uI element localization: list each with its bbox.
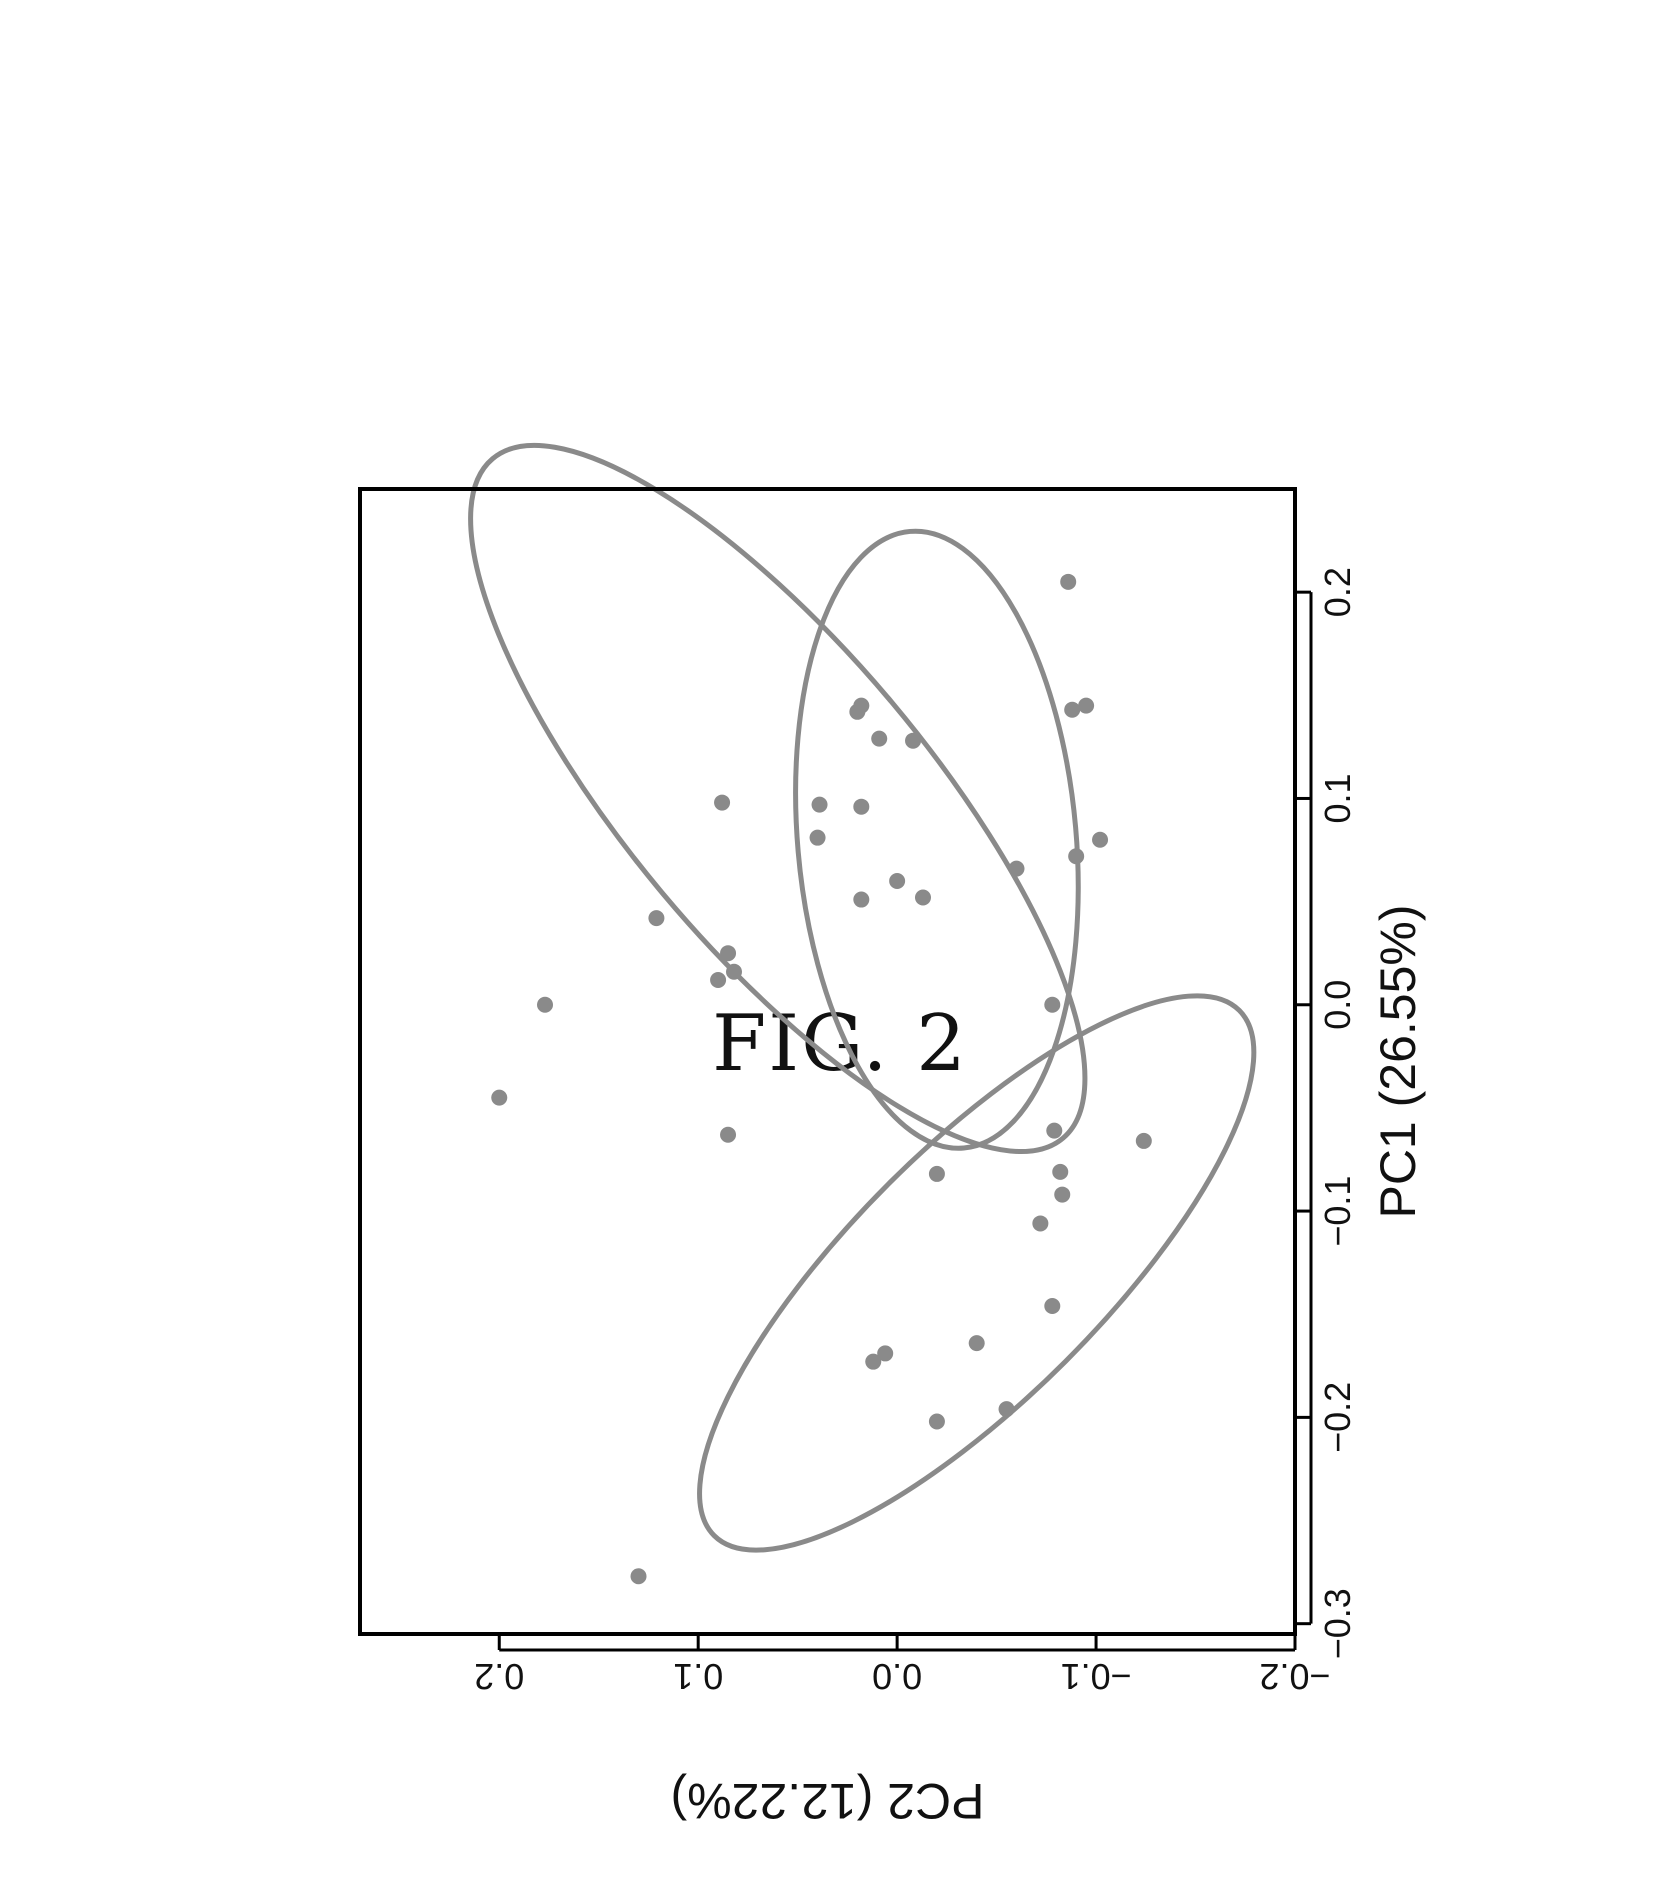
data-point-s1-2	[648, 910, 665, 927]
data-point-s0-10	[928, 1165, 945, 1182]
y-tick-label-1: −0.1	[1061, 1656, 1132, 1697]
data-point-s0-3	[865, 1353, 882, 1370]
data-point-s1-9	[1064, 701, 1081, 718]
data-point-s2-2	[809, 829, 826, 846]
data-point-s0-12	[1046, 1122, 1063, 1139]
y-tick-label-4: 0.2	[474, 1656, 524, 1697]
y-axis: −0.2 −0.1 0.0 0.1 0.2	[474, 1634, 1331, 1697]
data-point-s1-5	[720, 945, 737, 962]
x-tick-label-2: −0.1	[1317, 1176, 1358, 1247]
data-point-s0-5	[968, 1335, 985, 1352]
data-point-s1-8	[1078, 697, 1095, 714]
y-tick-label-2: 0.0	[872, 1656, 922, 1697]
x-tick-label-5: 0.2	[1317, 567, 1358, 617]
data-point-s1-4	[720, 1126, 737, 1143]
confidence-ellipse-2	[793, 528, 1081, 1151]
point-layer	[491, 573, 1152, 1585]
data-point-s2-3	[853, 798, 870, 815]
ellipse-layer	[468, 442, 1257, 1553]
figure-title: FIG. 2	[712, 999, 968, 1089]
x-tick-label-3: 0.0	[1317, 980, 1358, 1030]
data-point-s1-6	[726, 963, 742, 980]
data-point-s2-7	[905, 732, 922, 749]
data-point-s2-13	[1092, 831, 1109, 848]
data-point-s2-10	[914, 889, 931, 906]
confidence-ellipse-1	[468, 442, 1088, 1155]
data-point-s2-0	[710, 972, 727, 989]
data-point-s2-12	[1068, 848, 1085, 865]
data-point-s0-2	[928, 1413, 945, 1430]
data-point-s0-6	[1044, 1297, 1061, 1314]
data-point-s0-1	[998, 1401, 1015, 1418]
data-point-s2-1	[811, 796, 828, 813]
x-axis: −0.3 −0.2 −0.1 0.0 0.1 0.2	[1295, 567, 1358, 1659]
data-point-s0-0	[630, 1568, 647, 1585]
rotated-chart-group: −0.3−0.2−0.10.00.10.2 −0.2−0.10.00.10.2 …	[358, 442, 1426, 1829]
confidence-ellipse-0	[697, 993, 1257, 1553]
data-point-s0-4	[877, 1345, 894, 1362]
y-tick-label-0: −0.2	[1259, 1656, 1330, 1697]
data-point-s0-9	[1052, 1163, 1069, 1180]
data-point-s0-8	[1054, 1186, 1071, 1203]
x-tick-label-4: 0.1	[1317, 773, 1358, 823]
data-point-s2-5	[849, 703, 866, 720]
data-point-s2-11	[1008, 860, 1025, 877]
data-point-s1-3	[714, 794, 731, 811]
data-point-s2-6	[871, 730, 888, 747]
data-point-s2-9	[889, 872, 906, 889]
x-axis-title: PC1 (26.55%)	[1370, 904, 1426, 1218]
data-point-s0-11	[1135, 1132, 1152, 1149]
plot-frame	[358, 487, 1297, 1636]
x-tick-label-0: −0.3	[1317, 1588, 1358, 1659]
y-axis-title: PC2 (12.22%)	[670, 1773, 984, 1829]
data-point-s2-8	[853, 891, 870, 908]
data-point-s1-1	[537, 996, 554, 1013]
data-point-s1-0	[491, 1089, 508, 1106]
x-tick-label-1: −0.2	[1317, 1382, 1358, 1453]
data-point-s0-7	[1032, 1215, 1049, 1232]
data-point-s2-14	[1044, 996, 1061, 1013]
y-tick-label-3: 0.1	[673, 1656, 723, 1697]
data-point-s1-7	[1060, 573, 1077, 590]
